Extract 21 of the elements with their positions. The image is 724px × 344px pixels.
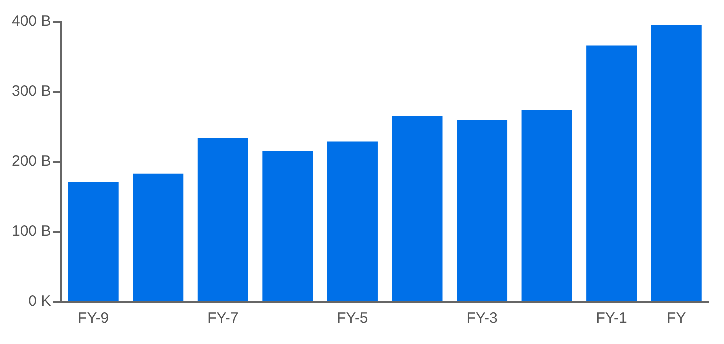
bar [522, 110, 572, 302]
x-tick-label: FY [667, 310, 686, 328]
bar [68, 182, 119, 302]
x-tick-label: FY-3 [466, 310, 498, 328]
x-tick-label: FY-5 [337, 310, 368, 328]
y-tick-label: 100 B [12, 223, 52, 240]
bar [327, 142, 378, 302]
y-tick-label: 300 B [12, 83, 52, 100]
y-tick-label: 200 B [12, 153, 52, 170]
bar [392, 116, 443, 302]
bar [651, 26, 702, 302]
bar [133, 174, 184, 302]
x-tick-label: FY-1 [596, 310, 628, 328]
bar [262, 152, 314, 302]
y-tick-label: 0 K [28, 293, 52, 310]
x-tick-label: FY-9 [78, 310, 110, 328]
bar [457, 120, 508, 302]
bar [198, 138, 248, 302]
y-tick-label: 400 B [12, 13, 52, 30]
x-tick-label: FY-7 [208, 310, 239, 328]
bar [586, 46, 638, 302]
